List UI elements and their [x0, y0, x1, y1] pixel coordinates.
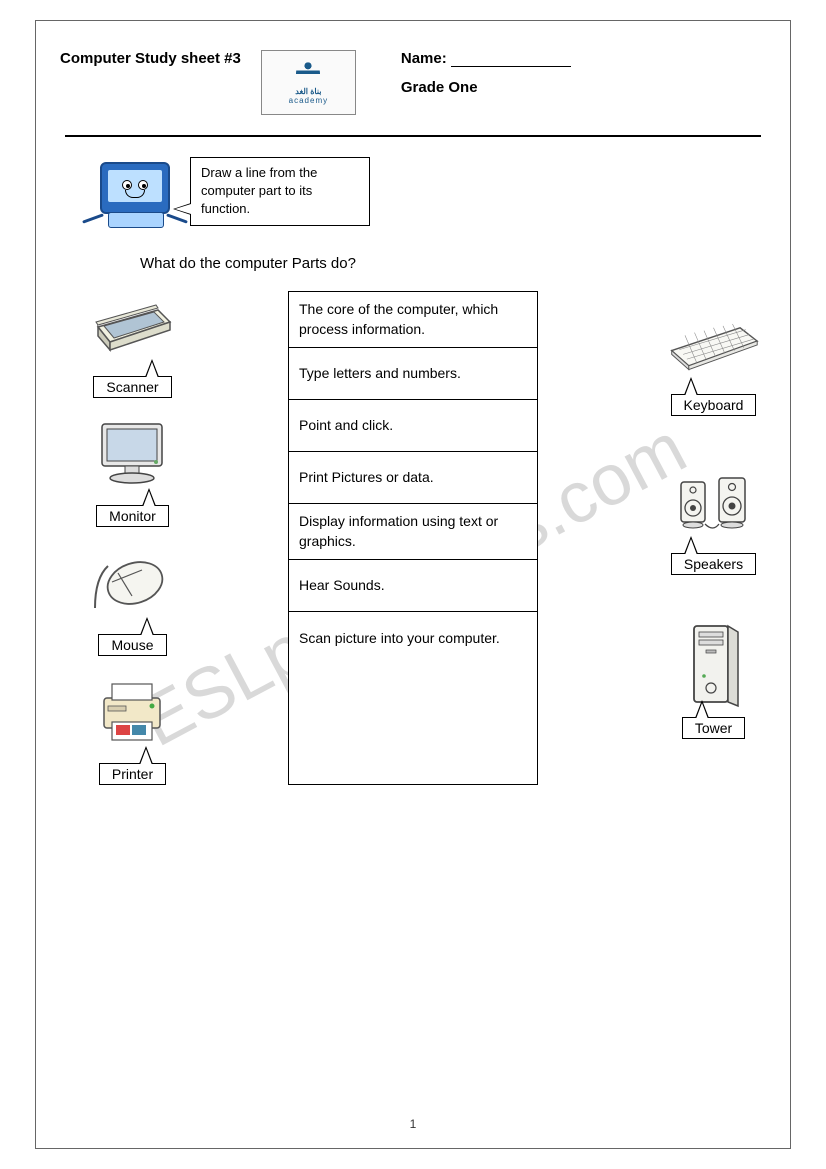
right-items-column: Keyboard — [626, 287, 761, 785]
tower-label: Tower — [682, 717, 745, 739]
item-tower[interactable]: Tower — [666, 628, 761, 739]
function-cell[interactable]: Display information using text or graphi… — [289, 504, 537, 560]
left-items-column: Scanner Monitor — [65, 287, 200, 785]
academy-logo: بناة الغد academy — [261, 50, 356, 115]
name-label: Name: — [401, 50, 447, 67]
header-divider — [65, 135, 761, 137]
function-cell[interactable]: Type letters and numbers. — [289, 348, 537, 400]
item-monitor[interactable]: Monitor — [65, 416, 200, 527]
logo-text-en: academy — [289, 96, 328, 105]
logo-text-arabic: بناة الغد — [295, 87, 321, 96]
functions-table: The core of the computer, which process … — [288, 291, 538, 785]
item-speakers[interactable]: Speakers — [666, 464, 761, 575]
computer-character-icon — [90, 157, 180, 247]
function-cell[interactable]: Point and click. — [289, 400, 537, 452]
mouse-label: Mouse — [98, 634, 166, 656]
monitor-label: Monitor — [96, 505, 169, 527]
function-cell[interactable]: The core of the computer, which process … — [289, 292, 537, 348]
header: Computer Study sheet #3 بناة الغد academ… — [50, 30, 776, 125]
item-printer[interactable]: Printer — [65, 674, 200, 785]
grade-label: Grade One — [401, 79, 766, 96]
printer-label: Printer — [99, 763, 166, 785]
speakers-icon — [666, 464, 761, 539]
keyboard-label: Keyboard — [671, 394, 757, 416]
item-scanner[interactable]: Scanner — [65, 287, 200, 398]
mouse-icon — [85, 545, 180, 620]
name-blank-line[interactable] — [451, 66, 571, 67]
scanner-label: Scanner — [93, 376, 171, 398]
instruction-text: Draw a line from the computer part to it… — [201, 165, 317, 216]
function-cell[interactable]: Scan picture into your computer. — [289, 612, 537, 664]
instruction-speech-bubble: Draw a line from the computer part to it… — [190, 157, 370, 226]
speakers-label: Speakers — [671, 553, 756, 575]
keyboard-icon — [666, 305, 761, 380]
item-mouse[interactable]: Mouse — [65, 545, 200, 656]
instruction-row: Draw a line from the computer part to it… — [50, 157, 776, 247]
matching-area: Scanner Monitor — [50, 287, 776, 785]
name-field[interactable]: Name: — [401, 50, 766, 67]
monitor-icon — [85, 416, 180, 491]
sheet-title: Computer Study sheet #3 — [60, 50, 241, 67]
printer-icon — [85, 674, 180, 749]
student-info: Name: Grade One — [376, 50, 766, 96]
scanner-icon — [85, 287, 180, 362]
item-keyboard[interactable]: Keyboard — [666, 305, 761, 416]
logo-figure-icon — [296, 61, 320, 85]
function-cell[interactable]: Print Pictures or data. — [289, 452, 537, 504]
page-number: 1 — [410, 1117, 417, 1131]
tower-icon — [666, 628, 761, 703]
content-wrapper: Computer Study sheet #3 بناة الغد academ… — [50, 30, 776, 785]
functions-column: The core of the computer, which process … — [220, 287, 606, 785]
function-cell[interactable]: Hear Sounds. — [289, 560, 537, 612]
question-heading: What do the computer Parts do? — [50, 255, 776, 272]
